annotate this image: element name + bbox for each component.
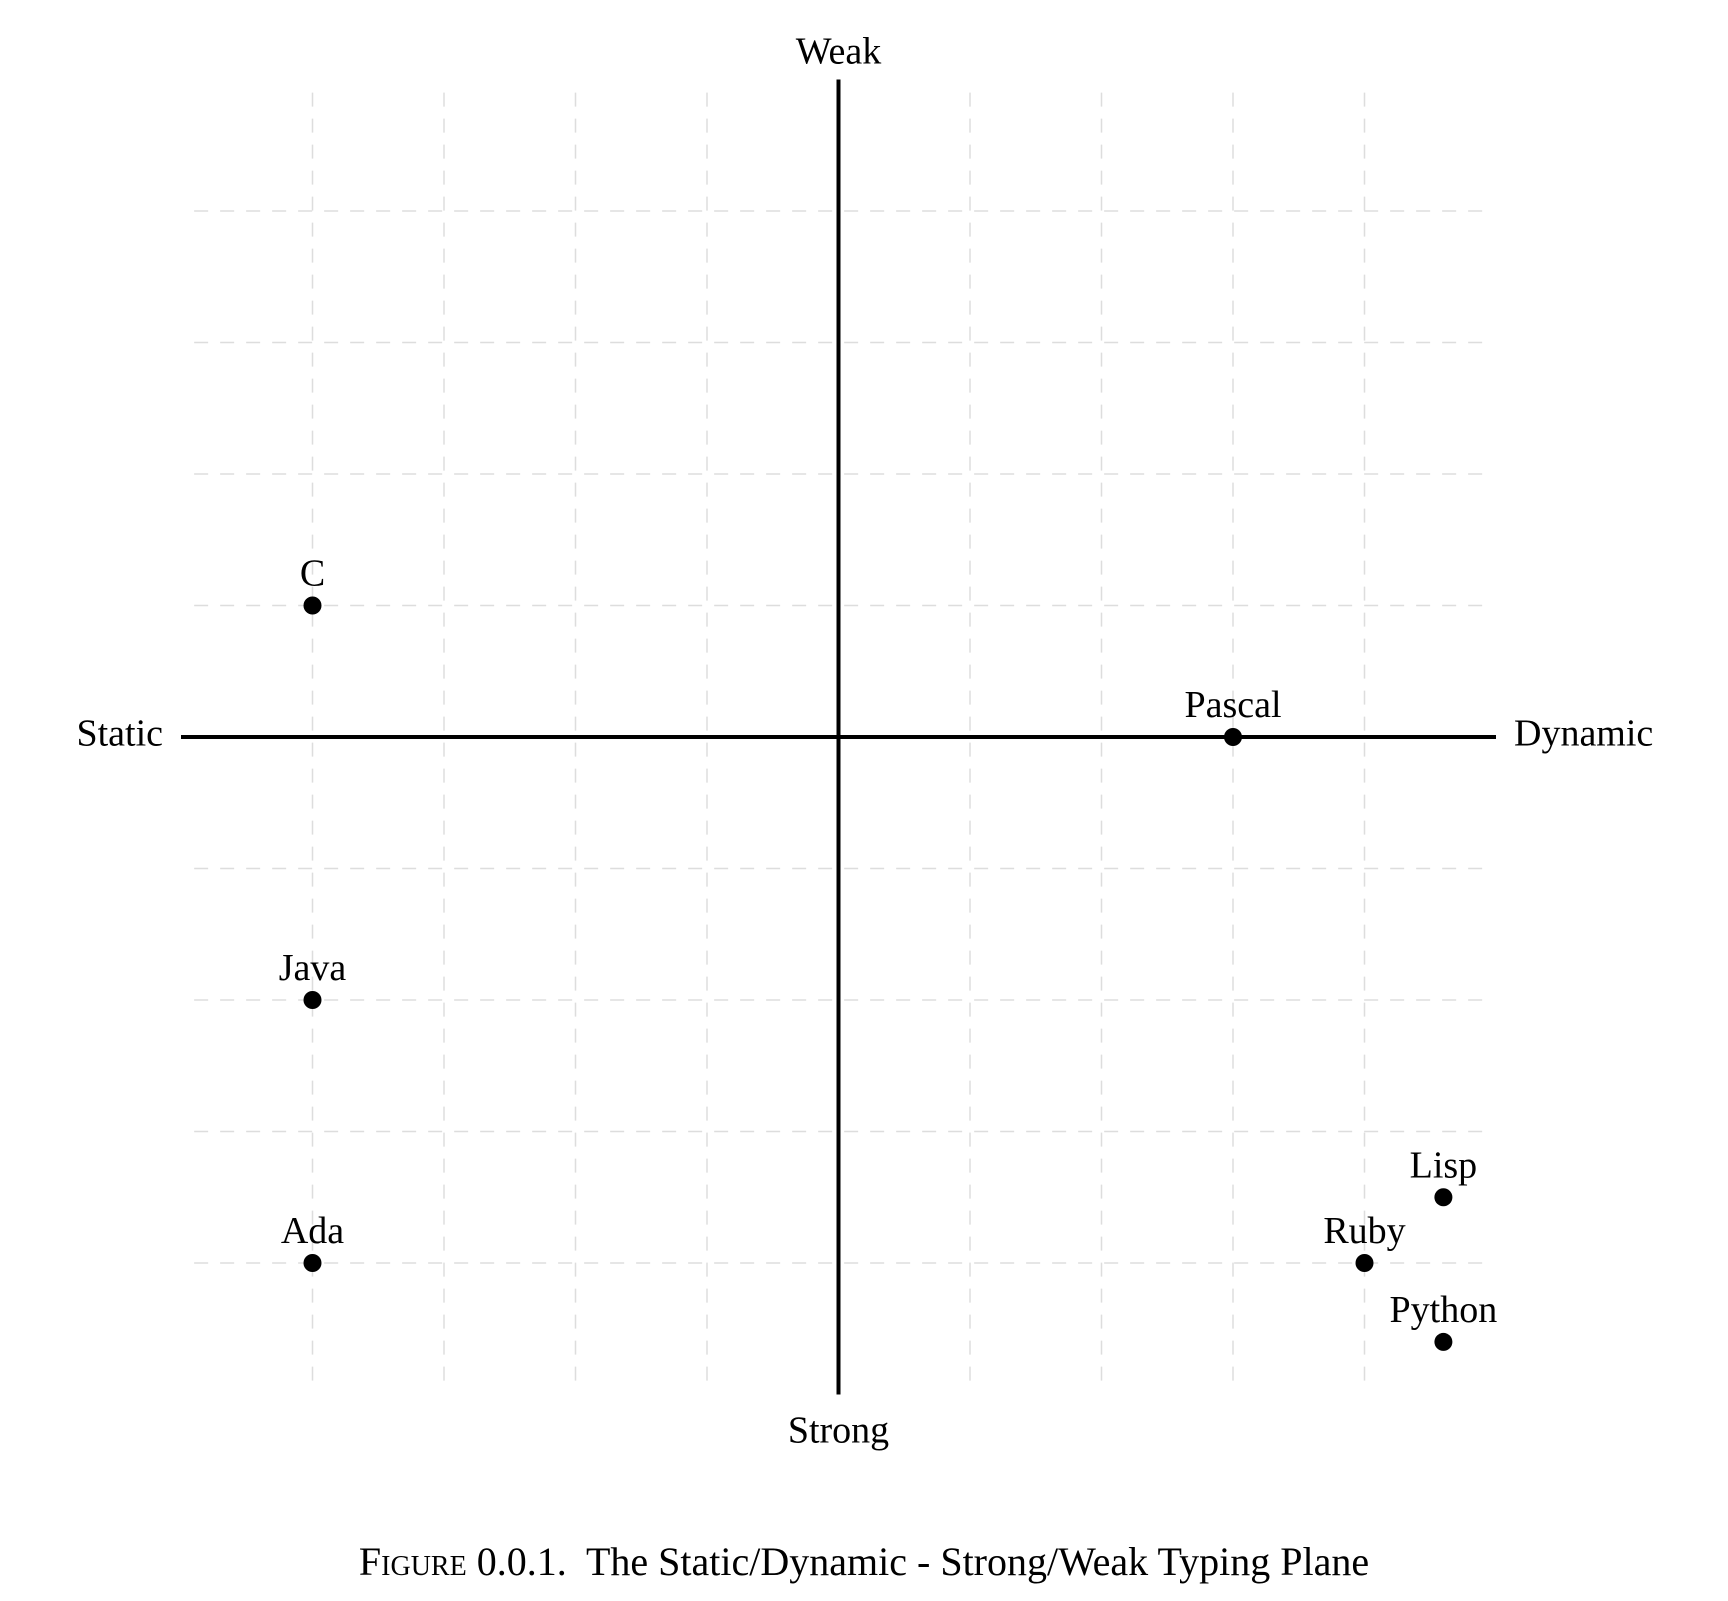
point-label-python: Python	[1390, 1289, 1498, 1331]
axis-label-strong: Strong	[788, 1410, 889, 1452]
data-point-python	[1434, 1332, 1453, 1351]
data-point-java	[303, 991, 322, 1009]
axis-label-dynamic: Dynamic	[1514, 713, 1653, 755]
point-label-lisp: Lisp	[1410, 1144, 1478, 1186]
data-point-ada	[303, 1254, 322, 1272]
figure-caption: Figure 0.0.1. The Static/Dynamic - Stron…	[0, 1538, 1728, 1585]
axis-label-static: Static	[76, 713, 163, 755]
axis-label-weak: Weak	[796, 31, 882, 73]
data-point-c	[303, 596, 322, 615]
caption-label: Figure 0.0.1.	[358, 1539, 567, 1584]
axes	[181, 79, 1496, 1395]
point-label-ruby: Ruby	[1323, 1210, 1405, 1252]
data-point-pascal	[1224, 728, 1242, 746]
point-label-pascal: Pascal	[1184, 684, 1281, 726]
data-point-ruby	[1355, 1254, 1374, 1272]
point-label-java: Java	[279, 947, 347, 989]
point-label-ada: Ada	[281, 1210, 344, 1252]
grid	[194, 92, 1483, 1382]
caption-text: The Static/Dynamic - Strong/Weak Typing …	[585, 1539, 1370, 1584]
data-point-lisp	[1434, 1188, 1453, 1207]
point-label-c: C	[300, 553, 325, 595]
